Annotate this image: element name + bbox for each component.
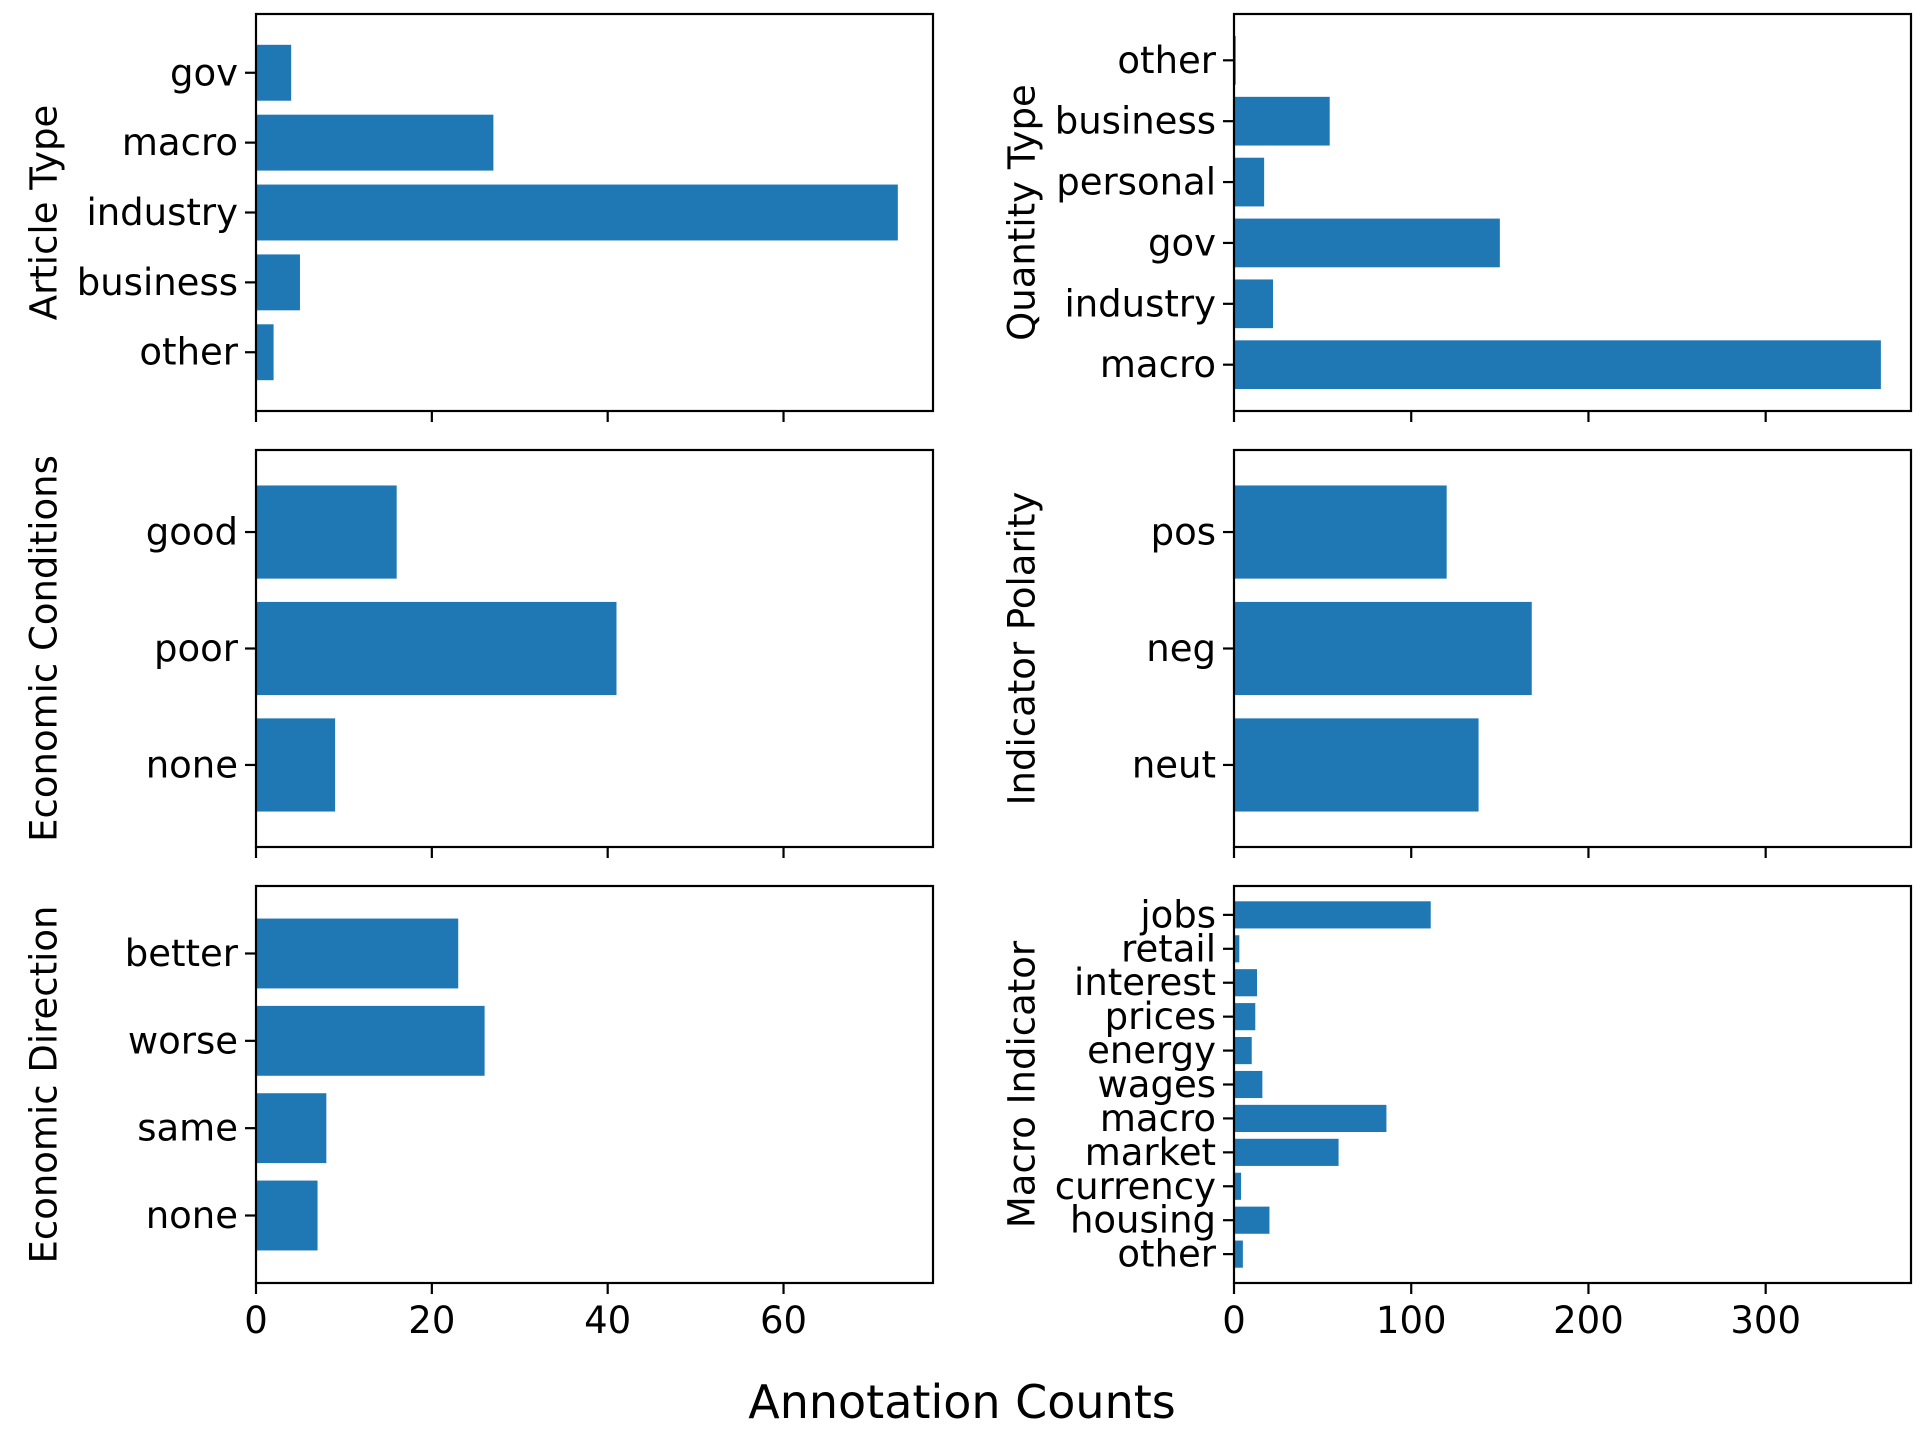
y-tick-label-worse: worse [128,1019,238,1062]
bar-macro [1234,340,1881,390]
bar-energy [1234,1037,1252,1065]
subplot-4: pos neg neut Indicator Polarity [1001,448,1913,858]
y-tick-label-currency: currency [1055,1165,1216,1208]
y-tick-label-gov: gov [170,51,238,94]
y-axis-label: Article Type [23,105,66,320]
y-tick-label-prices: prices [1105,995,1216,1038]
y-tick-label-macro: macro [122,121,238,164]
y-tick-label-industry: industry [1064,282,1216,325]
plot-frame [254,12,935,413]
y-tick-label-neut: neut [1132,743,1216,786]
subplots-grid: gov macro industry business other Article Typ… [23,12,1913,1342]
bar-gov [256,44,292,101]
y-tick-label-personal: personal [1056,161,1216,204]
y-tick-label-gov: gov [1148,221,1216,264]
bar-personal [1234,157,1265,207]
bar-worse [256,1005,485,1076]
plot-frame [1232,12,1913,413]
bar-business [1234,96,1330,146]
shared-x-axis-label: Annotation Counts [748,1375,1175,1429]
x-tick-label: 0 [244,1299,268,1342]
bar-interest [1234,969,1258,997]
subplot-2: other business personal gov industry macro Qua… [1001,12,1913,422]
plot-frame [1232,448,1913,849]
x-tick-label: 0 [1222,1299,1246,1342]
y-tick-label-other: other [1117,1233,1216,1276]
y-tick-label-other: other [139,331,238,374]
y-tick-label-same: same [137,1107,238,1150]
y-tick-label-neg: neg [1146,627,1216,670]
bar-housing [1234,1206,1270,1234]
x-tick-label: 100 [1376,1299,1447,1342]
y-tick-label-good: good [146,511,238,554]
y-tick-label-industry: industry [86,191,238,234]
x-tick-label: 300 [1730,1299,1801,1342]
y-axis-label: Quantity Type [1001,84,1044,341]
subplot-3: good poor none Economic Conditions [23,448,935,858]
x-tick-label: 40 [584,1299,631,1342]
bar-other [256,324,274,381]
y-axis-label: Economic Conditions [23,455,66,842]
bar-wages [1234,1070,1263,1099]
bar-other [1234,1240,1243,1268]
bar-macro [1234,1104,1387,1132]
bar-macro [256,114,494,171]
y-tick-label-business: business [77,261,238,304]
y-tick-label-interest: interest [1074,961,1216,1004]
bar-neg [1234,601,1532,696]
bar-jobs [1234,901,1431,929]
bar-same [256,1093,327,1164]
bar-none [256,1180,318,1251]
y-tick-label-pos: pos [1151,511,1216,554]
subplot-5: better worse same none 0 20 40 60 Economic Direc… [23,884,935,1342]
x-tick-label: 60 [760,1299,807,1342]
bar-currency [1234,1172,1242,1200]
y-tick-label-business: business [1055,100,1216,143]
y-axis-label: Macro Indicator [1001,940,1044,1228]
x-tick-label: 20 [408,1299,455,1342]
subplot-6: jobsretailinterestpricesenergywagesmacro… [1001,884,1913,1342]
y-tick-label-none: none [146,743,238,786]
y-tick-label-market: market [1085,1131,1216,1174]
bar-gov [1234,218,1500,268]
y-axis-label: Indicator Polarity [1001,492,1044,806]
bar-industry [256,184,898,241]
y-tick-label-macro: macro [1100,1097,1216,1140]
y-tick-label-wages: wages [1098,1063,1216,1106]
bar-good [256,485,397,579]
y-axis-label: Economic Direction [23,905,66,1263]
plot-frame [1232,884,1913,1285]
plot-frame [254,448,935,849]
bar-better [256,918,459,989]
subplot-1: gov macro industry business other Article Typ… [23,12,935,422]
bar-neut [1234,718,1479,812]
y-tick-label-retail: retail [1121,927,1216,970]
y-tick-label-energy: energy [1087,1029,1216,1072]
bar-retail [1234,935,1240,963]
y-tick-label-jobs: jobs [1139,893,1216,936]
bar-pos [1234,485,1447,579]
plot-frame [254,884,935,1285]
bar-market [1234,1138,1339,1166]
x-tick-label: 200 [1553,1299,1624,1342]
y-tick-label-poor: poor [154,627,239,670]
bar-business [256,254,300,311]
y-tick-label-better: better [125,932,239,975]
bar-poor [256,601,617,696]
y-tick-label-other: other [1117,39,1216,82]
y-tick-label-none: none [146,1194,238,1237]
y-tick-label-macro: macro [1100,343,1216,386]
bar-industry [1234,279,1273,329]
bar-prices [1234,1003,1256,1031]
y-tick-label-housing: housing [1070,1199,1216,1242]
bar-none [256,718,336,812]
